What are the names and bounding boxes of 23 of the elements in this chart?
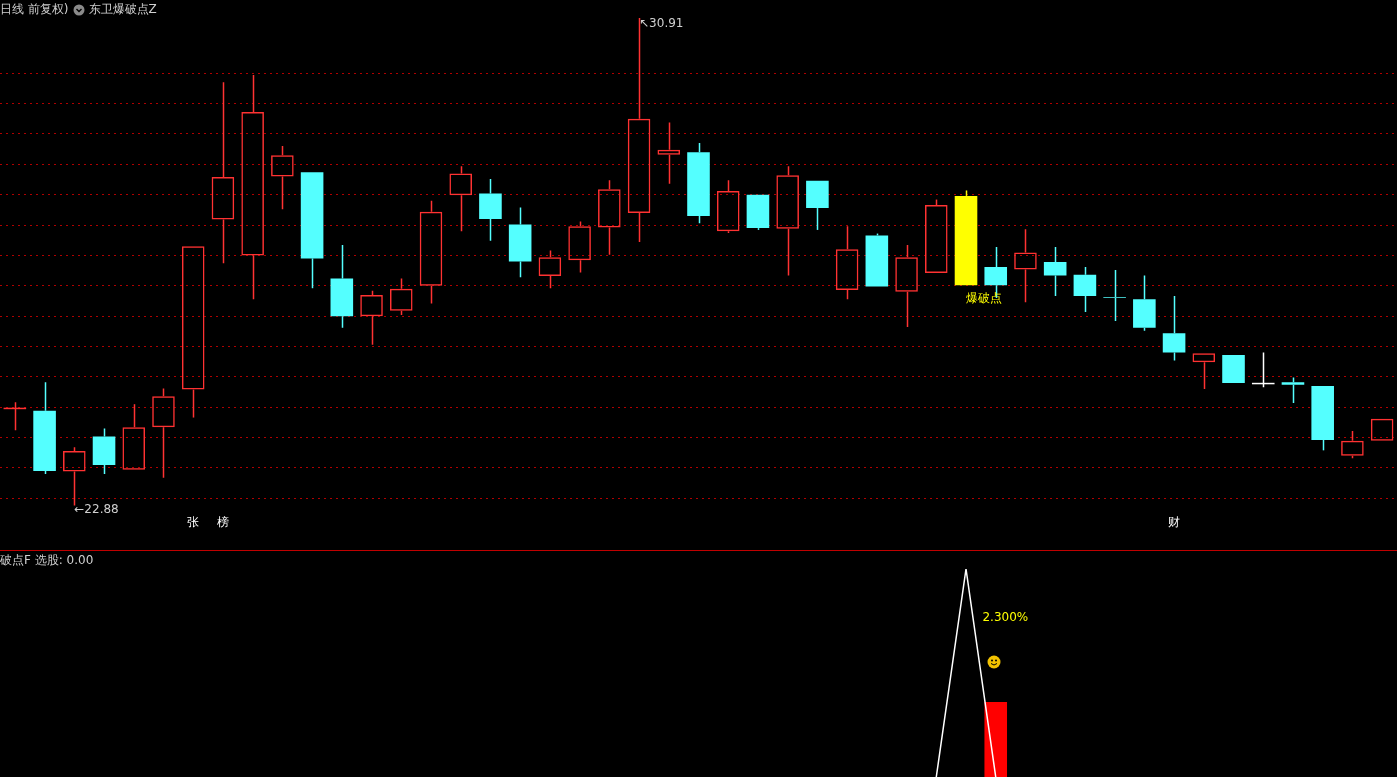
annotation: 爆破点 xyxy=(966,291,1003,306)
x-tick-label: 榜 xyxy=(216,514,229,529)
chart-subtitle: 东卫爆破点Z xyxy=(88,1,157,18)
x-tick-label: 财 xyxy=(1168,514,1181,529)
text: ←22.88 xyxy=(74,501,119,516)
x-tick-label: 张 xyxy=(187,514,200,529)
candlestick xyxy=(1281,376,1305,404)
candlestick xyxy=(1133,274,1156,332)
candlestick xyxy=(1162,295,1186,362)
candlestick xyxy=(300,172,324,289)
candlestick xyxy=(2,401,27,432)
candlestick xyxy=(1251,351,1276,388)
candlestick xyxy=(1073,266,1097,313)
candlestick xyxy=(1103,269,1126,322)
candlestick xyxy=(33,381,56,475)
candlestick xyxy=(508,206,532,279)
chart-title: 日线 前复权) xyxy=(0,1,69,18)
candlestick xyxy=(479,178,502,242)
candlestick xyxy=(1043,246,1067,297)
candlestick xyxy=(330,244,354,329)
text: ↖30.91 xyxy=(639,16,684,31)
annotation: 2.300% xyxy=(982,610,1029,625)
chart-title: 破点F 选股: 0.00 xyxy=(0,552,94,569)
